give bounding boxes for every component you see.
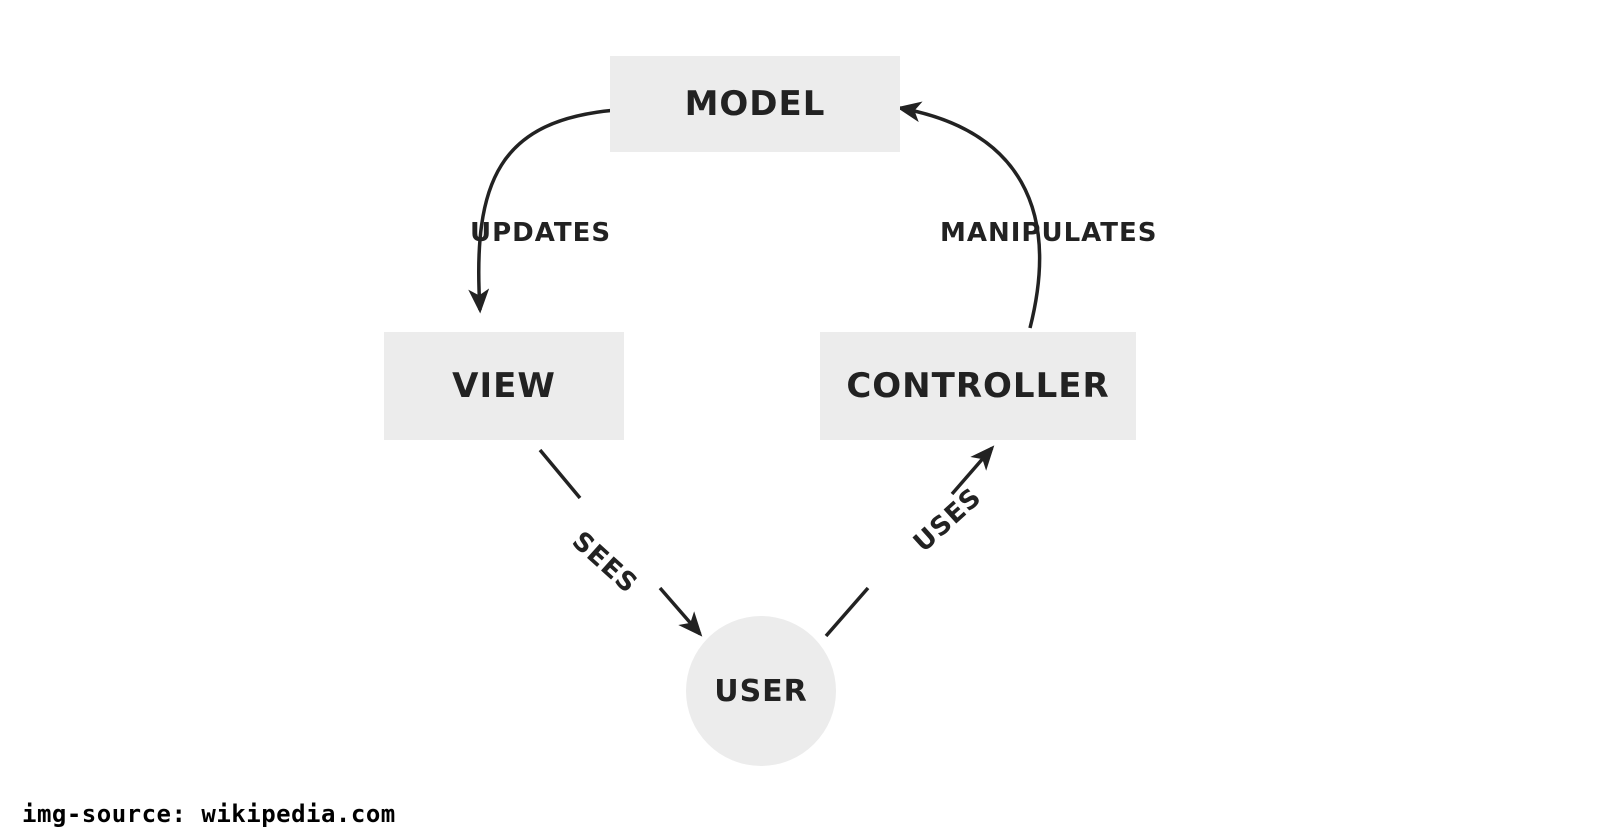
image-source-caption: img-source: wikipedia.com xyxy=(22,800,396,828)
edge-sees-seg2 xyxy=(660,588,700,634)
edge-uses-seg1 xyxy=(826,588,868,636)
edge-label-updates: UPDATES xyxy=(470,218,611,248)
edge-updates xyxy=(479,110,616,310)
image-source-caption-text: img-source: wikipedia.com xyxy=(22,800,396,828)
node-view-label: VIEW xyxy=(452,366,556,406)
edge-label-sees: SEES xyxy=(566,526,643,600)
node-view: VIEW xyxy=(384,332,624,440)
edge-label-manipulates-text: MANIPULATES xyxy=(940,218,1158,248)
edge-label-sees-text: SEES xyxy=(566,526,643,600)
edge-label-uses: USES xyxy=(908,482,988,558)
node-model: MODEL xyxy=(610,56,900,152)
edge-label-updates-text: UPDATES xyxy=(470,218,611,248)
node-user: USER xyxy=(686,616,836,766)
edge-label-manipulates: MANIPULATES xyxy=(940,218,1158,248)
diagram-stage: MODEL VIEW CONTROLLER USER UPDATES MANIP… xyxy=(0,0,1600,840)
node-model-label: MODEL xyxy=(685,84,826,124)
edge-sees-seg1 xyxy=(540,450,580,498)
node-controller: CONTROLLER xyxy=(820,332,1136,440)
node-user-label: USER xyxy=(714,674,808,709)
edge-label-uses-text: USES xyxy=(908,482,988,558)
node-controller-label: CONTROLLER xyxy=(846,366,1109,406)
